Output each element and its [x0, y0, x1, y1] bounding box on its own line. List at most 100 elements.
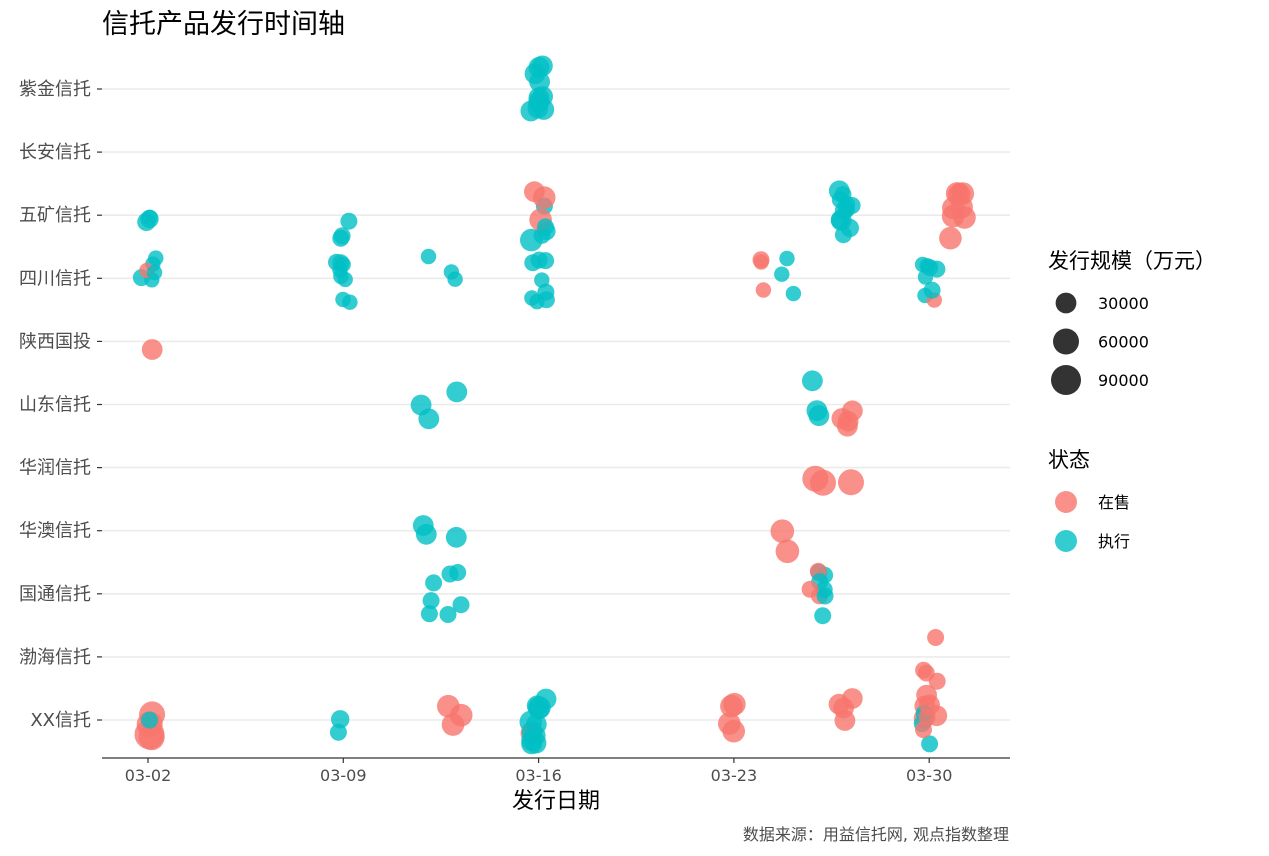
- y-tick-label: 国通信托: [19, 584, 91, 605]
- x-tick-label: 03-30: [906, 766, 953, 785]
- data-point: [755, 282, 772, 298]
- y-tick-label: 长安信托: [19, 142, 91, 163]
- data-point: [801, 580, 819, 598]
- data-point: [928, 672, 946, 690]
- x-axis: 03-02 03-09 03-16 03-23 03-30: [125, 758, 953, 785]
- data-point: [802, 370, 823, 392]
- y-tick-label: 华润信托: [19, 458, 91, 479]
- data-point: [722, 719, 745, 743]
- legend-size-key: [1053, 328, 1079, 355]
- data-point: [534, 272, 550, 288]
- data-point: [834, 710, 856, 731]
- data-point: [528, 57, 550, 78]
- data-point: [422, 592, 440, 610]
- data-point: [915, 661, 933, 679]
- data-point: [815, 581, 833, 598]
- data-point: [412, 515, 434, 536]
- data-point: [449, 703, 473, 727]
- legend-size-label: 90000: [1098, 371, 1149, 390]
- data-point: [452, 596, 470, 614]
- data-point: [808, 405, 830, 427]
- data-point: [921, 735, 939, 753]
- data-point: [720, 694, 743, 718]
- data-point: [753, 254, 769, 270]
- data-point: [340, 212, 358, 230]
- data-point: [520, 228, 543, 252]
- data-point: [537, 218, 554, 236]
- data-point: [445, 526, 467, 548]
- data-point: [146, 264, 163, 281]
- data-point: [337, 271, 353, 288]
- data-point: [774, 266, 790, 282]
- legend-color-title: 状态: [1048, 448, 1090, 472]
- data-point: [770, 519, 795, 543]
- y-tick-label: 渤海信托: [19, 647, 91, 668]
- x-tick-label: 03-23: [711, 766, 758, 785]
- x-axis-label: 发行日期: [512, 789, 600, 814]
- x-tick-label: 03-16: [515, 766, 562, 785]
- legend-size-key: [1055, 292, 1077, 314]
- y-tick-label: XX信托: [30, 710, 91, 731]
- data-point: [530, 251, 548, 269]
- data-point: [342, 294, 358, 310]
- data-point: [521, 733, 542, 755]
- data-point: [838, 469, 864, 496]
- legend-size-label: 60000: [1098, 333, 1149, 352]
- data-point: [141, 339, 163, 360]
- data-point: [535, 688, 557, 710]
- legend-size-key: [1051, 365, 1081, 395]
- data-point: [841, 688, 863, 709]
- data-point: [420, 248, 437, 265]
- legend-size-title: 发行规模（万元）: [1048, 249, 1216, 273]
- chart-title: 信托产品发行时间轴: [102, 9, 345, 40]
- data-point: [425, 574, 443, 592]
- data-point: [945, 182, 969, 205]
- legend-color-key: [1055, 530, 1077, 552]
- data-point: [919, 258, 935, 274]
- data-points: [132, 55, 976, 755]
- y-tick-label: 紫金信托: [19, 79, 91, 100]
- data-point: [443, 264, 460, 280]
- data-point: [439, 606, 457, 623]
- data-point: [814, 607, 832, 625]
- caption: 数据来源：用益信托网, 观点指数整理: [743, 825, 1009, 844]
- x-tick-label: 03-02: [125, 766, 172, 785]
- data-point: [779, 250, 795, 267]
- data-point: [927, 629, 945, 646]
- data-point: [410, 394, 432, 416]
- data-point: [420, 605, 438, 623]
- data-point: [923, 281, 941, 299]
- data-point: [837, 410, 859, 432]
- y-tick-label: 五矿信托: [19, 205, 91, 226]
- y-tick-label: 华澳信托: [19, 521, 91, 542]
- legend-color-label: 在售: [1098, 493, 1130, 512]
- y-tick-label: 山东信托: [19, 395, 91, 416]
- y-tick-label: 陕西国投: [19, 331, 91, 352]
- data-point: [939, 226, 962, 250]
- y-axis: XX信托 渤海信托 国通信托 华澳信托 华润信托 山东信托 陕西国投 四川信托 五矿信托 长安信托…: [19, 79, 102, 731]
- y-tick-label: 四川信托: [19, 268, 91, 289]
- data-point: [915, 721, 932, 739]
- data-point: [529, 294, 545, 310]
- data-point: [329, 723, 347, 741]
- x-tick-label: 03-09: [320, 766, 367, 785]
- data-point: [333, 227, 351, 245]
- data-point: [520, 100, 542, 122]
- data-point: [532, 186, 556, 209]
- data-point: [775, 539, 800, 564]
- data-point: [828, 180, 850, 202]
- data-point: [331, 710, 350, 729]
- legend-color-label: 执行: [1098, 532, 1130, 551]
- legend-size-label: 30000: [1098, 294, 1149, 313]
- data-point: [137, 212, 156, 232]
- data-point: [785, 285, 802, 302]
- grid: [102, 88, 1010, 721]
- legend-color-key: [1055, 491, 1077, 513]
- data-point: [449, 564, 467, 581]
- data-point: [446, 381, 468, 403]
- data-point: [834, 226, 852, 244]
- data-point: [810, 469, 836, 496]
- data-point: [148, 250, 164, 266]
